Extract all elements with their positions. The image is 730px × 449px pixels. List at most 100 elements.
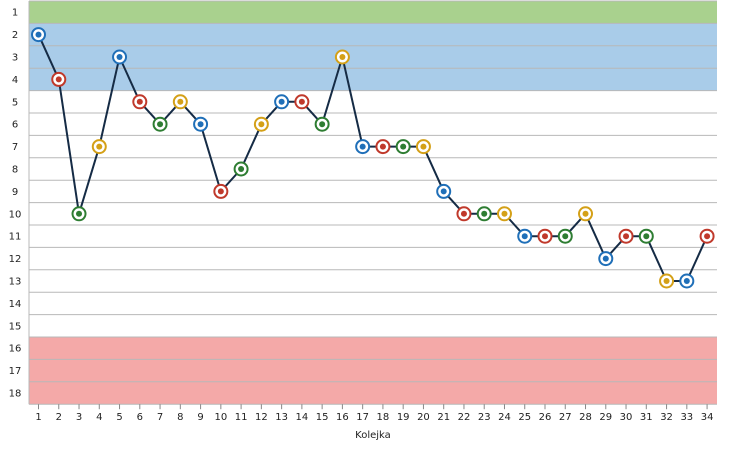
data-point-core xyxy=(55,76,62,83)
x-tick-label: 17 xyxy=(356,412,369,423)
data-point xyxy=(71,206,87,222)
y-tick-label: 8 xyxy=(12,165,18,176)
data-point-core xyxy=(420,143,427,150)
x-tick-label: 8 xyxy=(177,412,183,423)
data-point xyxy=(659,273,675,289)
data-point xyxy=(274,94,290,110)
data-point-core xyxy=(298,98,305,105)
y-tick-label: 16 xyxy=(9,344,22,355)
x-tick-label: 4 xyxy=(96,412,102,423)
data-point-core xyxy=(96,143,103,150)
data-point-core xyxy=(542,233,548,240)
data-point xyxy=(172,94,188,110)
x-tick-label: 9 xyxy=(197,412,203,423)
data-point xyxy=(152,116,168,132)
data-point-core xyxy=(501,210,508,217)
data-point-core xyxy=(136,98,143,105)
x-tick-label: 21 xyxy=(437,412,450,423)
y-tick-label: 4 xyxy=(12,75,18,86)
data-point-core xyxy=(339,54,346,60)
data-point-core xyxy=(623,233,630,240)
data-point-core xyxy=(582,210,589,217)
grid-lines xyxy=(28,0,717,405)
data-point xyxy=(537,228,553,244)
x-tick-label: 33 xyxy=(680,412,693,423)
data-point xyxy=(476,206,492,222)
y-tick-label: 6 xyxy=(12,120,18,131)
data-point xyxy=(233,161,249,177)
x-tick-label: 11 xyxy=(235,412,248,423)
x-tick-label: 20 xyxy=(417,412,430,423)
data-point xyxy=(314,116,330,132)
x-tick-label: 13 xyxy=(275,412,288,423)
x-tick-label: 16 xyxy=(336,412,349,423)
data-point-core xyxy=(400,143,407,150)
data-point xyxy=(638,228,654,244)
x-tick-label: 24 xyxy=(498,412,511,423)
y-tick-label: 17 xyxy=(9,366,22,377)
x-tick-label: 26 xyxy=(539,412,552,423)
data-point xyxy=(112,49,128,65)
y-tick-label: 5 xyxy=(12,97,18,108)
data-point-core xyxy=(319,121,326,128)
data-point-core xyxy=(35,31,42,38)
data-point-core xyxy=(683,278,690,284)
x-tick-label: 12 xyxy=(255,412,268,423)
data-point-core xyxy=(663,278,670,284)
data-point-core xyxy=(157,121,164,128)
data-point xyxy=(375,139,391,155)
data-point xyxy=(436,183,452,199)
x-tick-label: 3 xyxy=(76,412,82,423)
data-point xyxy=(456,206,472,222)
data-point-core xyxy=(177,98,184,105)
data-point xyxy=(598,251,614,267)
data-point xyxy=(496,206,512,222)
data-point-core xyxy=(602,255,609,262)
data-point-core xyxy=(116,54,123,60)
data-point xyxy=(253,116,269,132)
y-tick-label: 14 xyxy=(9,299,22,310)
data-point xyxy=(415,139,431,155)
x-tick-label: 7 xyxy=(157,412,163,423)
x-tick-label: 31 xyxy=(640,412,653,423)
data-point xyxy=(193,116,209,132)
data-point-core xyxy=(258,121,265,128)
zone-band-1 xyxy=(29,1,717,24)
data-point-core xyxy=(562,233,569,240)
x-axis-ticks: 1 2 3 4 5 6 7 8 9 10 11 12 13 14 15 16 17 18 19 20 21 22 23 24 2… xyxy=(35,404,713,423)
x-tick-label: 2 xyxy=(56,412,62,423)
data-point xyxy=(679,273,695,289)
data-point-core xyxy=(521,233,528,240)
x-tick-label: 10 xyxy=(214,412,227,423)
data-point-core xyxy=(440,188,447,195)
series-line xyxy=(37,34,709,282)
x-tick-label: 19 xyxy=(397,412,410,423)
data-point xyxy=(91,139,107,155)
x-tick-label: 32 xyxy=(660,412,673,423)
data-point-core xyxy=(481,210,488,217)
data-point xyxy=(618,228,634,244)
data-point xyxy=(132,94,148,110)
x-tick-label: 6 xyxy=(137,412,143,423)
x-tick-label: 22 xyxy=(458,412,471,423)
data-point xyxy=(355,139,371,155)
zone-band-2 xyxy=(29,23,717,91)
data-point-core xyxy=(643,233,650,240)
x-tick-label: 34 xyxy=(701,412,714,423)
x-tick-label: 1 xyxy=(35,412,41,423)
x-tick-label: 15 xyxy=(316,412,329,423)
data-point-core xyxy=(460,210,467,217)
y-tick-label: 2 xyxy=(12,30,18,41)
x-axis-title: Kolejka xyxy=(355,430,391,441)
x-tick-label: 18 xyxy=(377,412,390,423)
y-tick-label: 10 xyxy=(9,209,22,220)
y-tick-label: 11 xyxy=(9,232,22,243)
y-tick-label: 12 xyxy=(9,254,22,265)
data-point-core xyxy=(238,166,245,172)
data-point-core xyxy=(197,121,204,128)
data-point-core xyxy=(704,233,711,240)
data-point-core xyxy=(76,210,83,217)
data-point-core xyxy=(278,98,285,105)
y-tick-label: 9 xyxy=(12,187,18,198)
